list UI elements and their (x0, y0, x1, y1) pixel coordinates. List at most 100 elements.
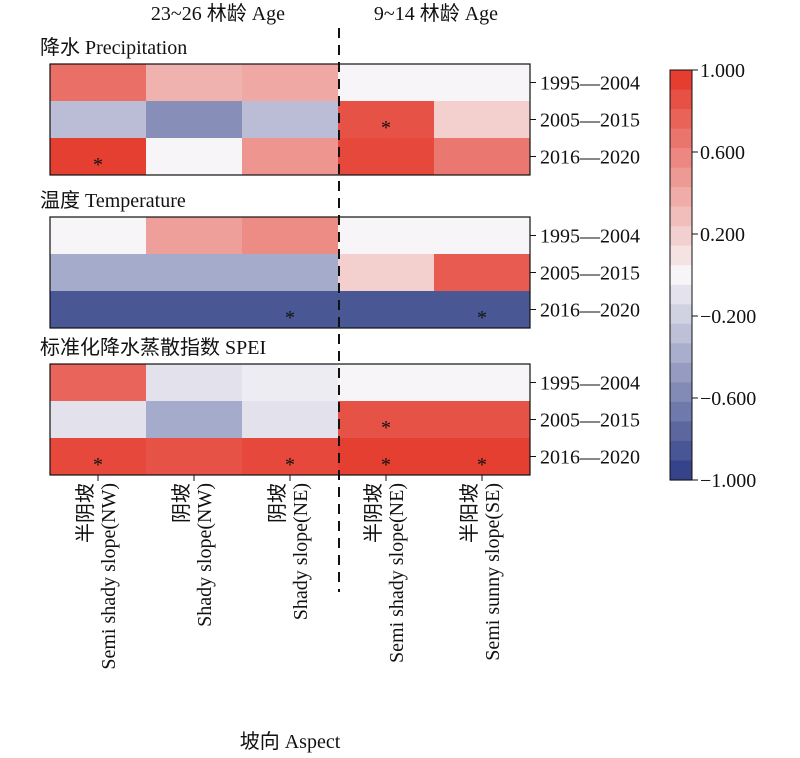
significance-marker: * (477, 454, 487, 476)
colorbar-segment (670, 323, 692, 344)
significance-marker: * (477, 307, 487, 329)
colorbar-segment (670, 70, 692, 91)
colorbar-segment (670, 245, 692, 266)
row-label: 2016—2020 (540, 147, 640, 169)
heatmap-cell (434, 254, 530, 291)
heatmap-cell (146, 438, 242, 475)
heatmap-cell (146, 217, 242, 254)
colorbar-segment (670, 460, 692, 481)
heatmap-cell (434, 217, 530, 254)
heatmap-cell (50, 138, 146, 175)
heatmap-cell (338, 364, 434, 401)
colorbar-tick-label: 0.200 (700, 224, 745, 246)
column-label-cn: 阴坡 (170, 483, 193, 523)
row-label: 2016—2020 (540, 447, 640, 469)
heatmap-cell (242, 138, 338, 175)
heatmap-cell (146, 254, 242, 291)
heatmap-cell (338, 254, 434, 291)
colorbar-segment (670, 284, 692, 305)
panel-title-precipitation: 降水 Precipitation (40, 36, 187, 59)
heatmap-cell (242, 217, 338, 254)
heatmap-cell (338, 291, 434, 328)
panel-title-spei: 标准化降水蒸散指数 SPEI (40, 336, 266, 359)
colorbar-segment (670, 382, 692, 403)
heatmap-cell (146, 101, 242, 138)
colorbar-segment (670, 401, 692, 423)
colorbar-segment (670, 265, 692, 286)
column-label-en: Semi shady slope(NW) (98, 483, 120, 670)
heatmap-cell (146, 364, 242, 401)
heatmap-cell (434, 101, 530, 138)
colorbar-segment (670, 89, 692, 110)
row-label: 1995—2004 (540, 226, 640, 248)
heatmap-cell (50, 401, 146, 438)
significance-marker: * (285, 307, 295, 329)
heatmap-panels: * * 1995—2004 2005—2015 2016—2020 * * 1995—2004… (49, 63, 640, 670)
heatmap-cell (50, 364, 146, 401)
colorbar-segment (670, 148, 692, 169)
row-label: 2005—2015 (540, 410, 640, 432)
colorbar-segment (670, 226, 692, 247)
significance-marker: * (285, 454, 295, 476)
colorbar: 1.000 0.600 0.200 −0.200 −0.600 −1.000 (669, 60, 756, 492)
colorbar-segment (670, 440, 692, 462)
column-label-cn: 半阴坡 (74, 483, 97, 543)
heatmap-cell (338, 64, 434, 101)
colorbar-segment (670, 304, 692, 325)
heatmap-cell (338, 138, 434, 175)
heatmap-cell (242, 101, 338, 138)
heatmap-cell (242, 254, 338, 291)
heatmap-cell (434, 138, 530, 175)
colorbar-frame (669, 69, 693, 481)
heatmap-cell (434, 291, 530, 328)
colorbar-tick-label: 1.000 (700, 60, 745, 82)
heatmap-cell (146, 64, 242, 101)
significance-marker: * (93, 454, 103, 476)
significance-marker: * (381, 417, 391, 439)
heatmap-cell (50, 217, 146, 254)
heatmap-cell (338, 217, 434, 254)
heatmap-cell (50, 438, 146, 475)
heatmap-cell (242, 364, 338, 401)
heatmap-cell (242, 438, 338, 475)
colorbar-segment (670, 128, 692, 149)
row-label: 2005—2015 (540, 263, 640, 285)
heatmap-cell (50, 101, 146, 138)
row-label: 1995—2004 (540, 373, 640, 395)
significance-marker: * (93, 154, 103, 176)
heatmap-cell (434, 64, 530, 101)
column-label-cn: 半阴坡 (362, 483, 385, 543)
heatmap-cell (434, 401, 530, 438)
x-axis-title: 坡向 Aspect (240, 730, 341, 753)
column-label-cn: 半阳坡 (458, 483, 481, 543)
heatmap-panel: * * * * * 1995—2004 2005—2015 2016—2020 (49, 363, 640, 476)
column-label-en: Shady slope(NW) (194, 483, 216, 627)
column-label-en: Semi sunny slope(SE) (482, 483, 504, 661)
significance-marker: * (381, 117, 391, 139)
colorbar-tick-label: −0.600 (700, 388, 756, 410)
heatmap-cell (242, 64, 338, 101)
heatmap-cell (50, 64, 146, 101)
colorbar-segment (670, 421, 692, 442)
colorbar-tick-label: 0.600 (700, 142, 745, 164)
heatmap-cell (50, 291, 146, 328)
heatmap-cell (434, 364, 530, 401)
heatmap-cell (434, 438, 530, 475)
heatmap-panel: * * 1995—2004 2005—2015 2016—2020 (49, 63, 640, 176)
column-label-en: Semi shady slope(NE) (386, 483, 408, 663)
panel-title-temperature: 温度 Temperature (40, 189, 186, 212)
heatmap-panel: * * 1995—2004 2005—2015 2016—2020 (49, 216, 640, 329)
age-group-label-old: 23~26 林龄 Age (151, 2, 285, 25)
heatmap-cell (146, 138, 242, 175)
heatmap-cell (146, 291, 242, 328)
significance-marker: * (381, 454, 391, 476)
heatmap-cell (242, 291, 338, 328)
colorbar-segment (670, 206, 692, 227)
heatmap-cell (242, 401, 338, 438)
colorbar-segment (670, 362, 692, 383)
heatmap-cell (50, 254, 146, 291)
colorbar-segment (670, 343, 692, 364)
heatmap-cell (146, 401, 242, 438)
column-label-en: Shady slope(NE) (290, 483, 312, 620)
